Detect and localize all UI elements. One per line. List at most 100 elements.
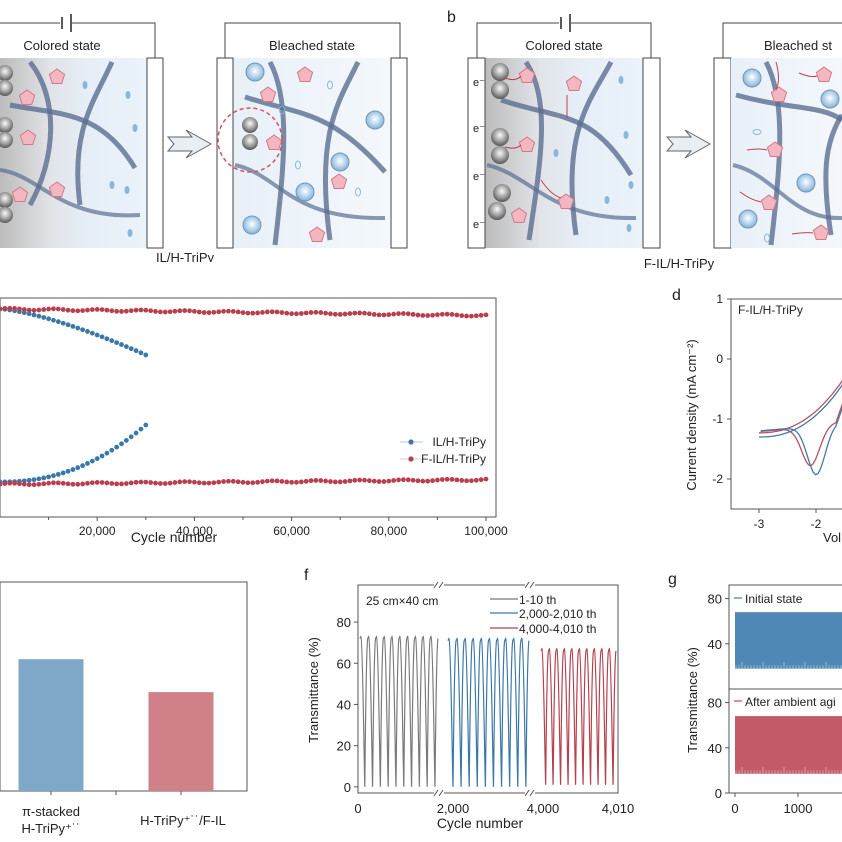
data-point (464, 313, 469, 319)
legend-entry: IL/H-TriPy (432, 435, 486, 449)
y-tick-label: -1 (712, 412, 723, 426)
data-point (104, 480, 110, 486)
data-point (230, 478, 236, 484)
data-point (255, 310, 260, 316)
data-point (41, 315, 47, 320)
data-point (245, 310, 251, 316)
data-point (255, 479, 260, 485)
data-point (483, 312, 489, 318)
data-point (328, 311, 333, 317)
data-point (323, 478, 329, 484)
data-point (31, 307, 37, 313)
panel-b-caption: F-IL/H-TriPy (644, 256, 715, 271)
data-point (264, 309, 270, 315)
data-point (444, 311, 450, 317)
data-point (371, 478, 377, 484)
data-point (138, 350, 144, 356)
data-point (294, 479, 299, 485)
data-point (376, 312, 382, 318)
data-point (70, 481, 76, 487)
arrow-icon (166, 129, 213, 159)
data-point (381, 479, 387, 484)
data-point (21, 478, 27, 484)
data-point (167, 309, 173, 315)
bar (148, 692, 214, 791)
data-point (0, 481, 3, 487)
data-point (109, 338, 115, 344)
data-point (260, 479, 265, 485)
data-point (221, 308, 226, 314)
data-point (289, 479, 294, 485)
data-point (308, 478, 314, 484)
data-point (85, 480, 90, 486)
data-point (65, 307, 71, 313)
data-point (128, 434, 134, 440)
data-point (109, 308, 115, 314)
data-point (396, 311, 401, 317)
x-tick-label: 20,000 (79, 524, 116, 538)
data-point (143, 352, 149, 358)
axis-break-mark (524, 581, 535, 589)
data-point (235, 309, 241, 315)
data-point (46, 316, 51, 322)
data-point (51, 473, 56, 479)
y-tick-label: 0 (716, 352, 723, 366)
data-point (26, 307, 32, 313)
data-point (473, 477, 479, 483)
data-point (99, 480, 105, 485)
data-point (464, 478, 469, 484)
data-point (435, 477, 440, 483)
data-point (128, 308, 134, 314)
data-point (55, 480, 61, 486)
data-point (89, 480, 95, 486)
data-point (17, 306, 22, 312)
legend-entry: After ambient agi (745, 695, 836, 709)
data-point (444, 476, 450, 482)
data-point (357, 477, 363, 483)
legend-entry: Initial state (745, 592, 803, 606)
data-point (425, 313, 431, 318)
data-point (211, 480, 217, 486)
legend-marker-blue (408, 439, 414, 445)
panel-label-b: b (447, 9, 456, 26)
data-point (133, 479, 139, 485)
data-point (221, 479, 226, 484)
data-point (153, 480, 158, 486)
data-point (21, 481, 27, 487)
data-point (396, 477, 401, 483)
cv-curve-blue (759, 384, 842, 476)
data-point (337, 311, 343, 317)
data-point (55, 471, 61, 477)
data-point (303, 310, 309, 316)
data-point (192, 479, 197, 485)
data-point (12, 480, 17, 486)
data-point (226, 478, 231, 484)
data-point (420, 313, 426, 318)
y-tick-label: 20 (337, 739, 351, 754)
data-point (133, 430, 139, 436)
x-tick-label: 100,000 (464, 524, 508, 538)
data-point (26, 482, 32, 488)
data-point (7, 305, 13, 311)
data-point (138, 426, 144, 432)
data-point (41, 475, 47, 481)
data-point (99, 307, 105, 312)
data-point (211, 309, 217, 315)
data-point (362, 477, 367, 483)
data-point (391, 478, 397, 483)
data-point (308, 310, 314, 315)
data-point (89, 307, 95, 313)
data-point (46, 306, 51, 312)
data-point (12, 305, 17, 311)
data-point (279, 310, 285, 315)
data-point (36, 481, 42, 487)
bleached-state-label: Bleached st (764, 38, 832, 53)
x-tick-label: 1000 (784, 801, 813, 816)
data-point (123, 437, 129, 443)
x-tick-label: 4,000 (527, 801, 560, 816)
data-point (449, 311, 455, 317)
data-point (2, 306, 8, 311)
data-point (114, 308, 120, 314)
y-axis-label: Transmittance (%) (306, 637, 321, 743)
data-point (41, 307, 47, 312)
